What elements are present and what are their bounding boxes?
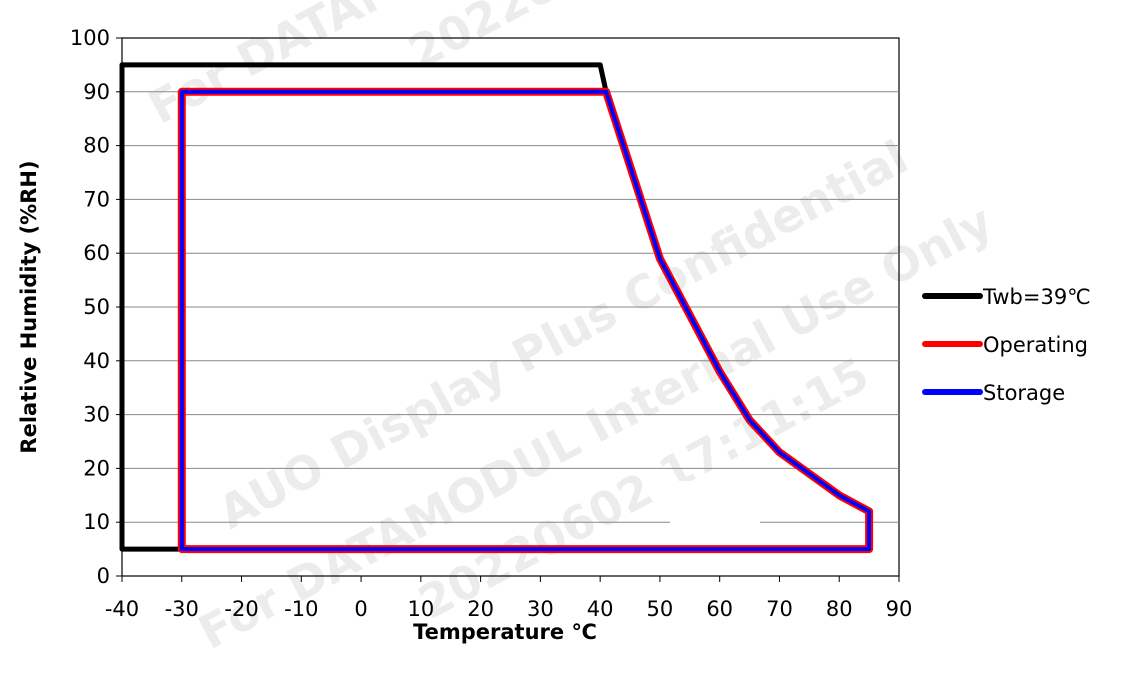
x-tick-label: 20 [467, 597, 494, 621]
x-tick-label: 90 [886, 597, 913, 621]
legend: Twb=39℃ Operating Storage [922, 285, 1091, 405]
x-tick-label: 0 [354, 597, 367, 621]
y-tick-label: 30 [83, 403, 110, 427]
x-axis-title: Temperature ℃ [413, 620, 597, 644]
x-axis: -40 -30 -20 -10 0 10 20 30 40 50 60 70 80 90 [105, 576, 913, 621]
series-line-storage [179, 89, 872, 552]
y-axis: 0 10 20 30 40 50 60 70 80 90 100 [70, 26, 122, 588]
legend-label: Twb=39℃ [982, 285, 1091, 309]
x-tick-label: -20 [224, 597, 258, 621]
legend-mask [670, 481, 760, 527]
y-tick-label: 10 [83, 510, 110, 534]
y-tick-label: 100 [70, 26, 110, 50]
x-tick-label: 80 [826, 597, 853, 621]
y-tick-label: 20 [83, 456, 110, 480]
y-tick-label: 50 [83, 295, 110, 319]
x-tick-label: 60 [706, 597, 733, 621]
x-tick-label: -30 [165, 597, 199, 621]
y-tick-label: 0 [97, 564, 110, 588]
x-tick-label: 40 [587, 597, 614, 621]
y-tick-label: 90 [83, 80, 110, 104]
y-tick-label: 80 [83, 134, 110, 158]
x-tick-label: 70 [766, 597, 793, 621]
x-tick-label: 50 [647, 597, 674, 621]
x-tick-label: 30 [527, 597, 554, 621]
y-tick-label: 70 [83, 187, 110, 211]
x-tick-label: -40 [105, 597, 139, 621]
legend-label: Storage [983, 381, 1065, 405]
y-tick-label: 60 [83, 241, 110, 265]
y-tick-label: 40 [83, 349, 110, 373]
series-group [119, 62, 874, 554]
x-tick-label: -10 [284, 597, 318, 621]
legend-label: Operating [983, 333, 1088, 357]
y-axis-title: Relative Humidity (%RH) [17, 160, 41, 453]
grid-lines [122, 91, 899, 523]
x-tick-label: 10 [407, 597, 434, 621]
